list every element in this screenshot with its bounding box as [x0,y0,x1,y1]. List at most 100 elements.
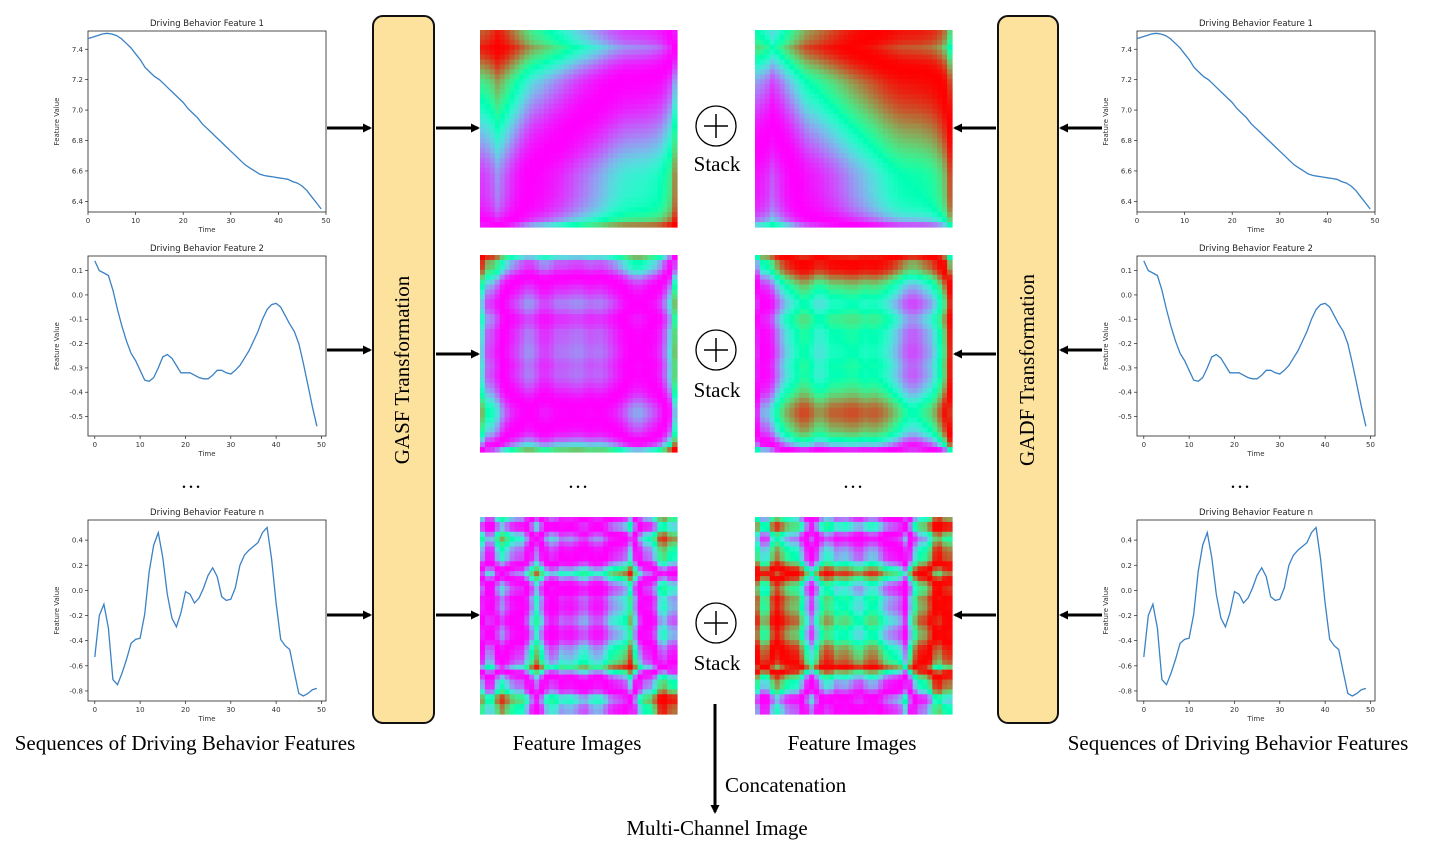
chart-title: Driving Behavior Feature n [1199,508,1313,518]
chart-title: Driving Behavior Feature n [150,508,264,518]
gadf-image-2 [755,255,953,453]
x-tick-label: 40 [274,217,283,225]
x-tick-label: 30 [1275,706,1284,714]
y-tick-label: -0.2 [1118,340,1132,348]
x-tick-label: 10 [136,706,145,714]
x-tick-label: 0 [1135,217,1139,225]
plot-frame [87,519,327,702]
y-tick-label: -0.1 [1118,316,1132,324]
x-axis-label: Time [1246,715,1264,723]
y-tick-label: 6.6 [1121,167,1133,175]
x-tick-label: 10 [131,217,140,225]
y-tick-label: 0.0 [72,587,83,595]
y-tick-label: 0.0 [72,291,83,299]
chart-title: Driving Behavior Feature 2 [150,244,264,254]
x-tick-label: 30 [1275,441,1284,449]
line-chart-left-2: Driving Behavior Feature 2 0 10 20 30 40 50 -0.… [53,244,327,458]
x-tick-label: 0 [1142,441,1146,449]
y-axis-label: Feature Value [1102,322,1110,370]
x-tick-label: 50 [317,706,326,714]
x-tick-label: 0 [93,706,97,714]
ellipsis-left-plots: … [181,469,202,493]
x-tick-label: 30 [226,217,235,225]
series-line [1136,32,1371,210]
concatenation-label: Concatenation [725,773,847,797]
y-axis-label: Feature Value [53,587,61,635]
x-tick-label: 20 [179,217,188,225]
x-tick-label: 0 [86,217,90,225]
y-axis-label: Feature Value [53,322,61,370]
chart-title: Driving Behavior Feature 1 [150,19,264,29]
y-tick-label: 0.1 [1121,267,1132,275]
caption-right-images: Feature Images [788,731,917,755]
y-tick-label: -0.8 [69,687,83,695]
y-tick-label: 6.4 [72,198,84,206]
x-tick-label: 10 [1185,441,1194,449]
ellipsis-right-plots: … [1230,469,1251,493]
series-line [94,526,318,697]
y-tick-label: -0.3 [1118,364,1132,372]
y-tick-label: 7.2 [1121,76,1132,84]
y-tick-label: -0.2 [69,612,83,620]
line-chart-right-2: Driving Behavior Feature 2 0 10 20 30 40 50 -0.… [1102,244,1376,458]
y-tick-label: 0.0 [1121,291,1132,299]
gasf-image-2 [480,255,678,453]
x-tick-label: 40 [1321,706,1330,714]
y-axis-label: Feature Value [1102,98,1110,146]
y-axis-label: Feature Value [53,98,61,146]
x-tick-label: 30 [1275,217,1284,225]
chart-title: Driving Behavior Feature 1 [1199,19,1313,29]
gasf-image-1 [480,30,678,228]
x-tick-label: 30 [226,706,235,714]
right-sequence-plots: Driving Behavior Feature 1 0 10 20 30 40 50 6.4… [1102,19,1379,723]
x-tick-label: 50 [1366,441,1375,449]
x-tick-label: 20 [1230,441,1239,449]
y-tick-label: 0.2 [72,562,83,570]
x-tick-label: 10 [1180,217,1189,225]
gadf-image-3 [755,517,953,715]
y-axis-label: Feature Value [1102,587,1110,635]
plot-frame [1136,519,1376,702]
line-chart-right-1: Driving Behavior Feature 1 0 10 20 30 40 50 6.4… [1102,19,1379,234]
y-tick-label: 0.4 [1121,537,1133,545]
plot-frame [1136,255,1376,437]
plot-frame [87,30,327,213]
x-tick-label: 20 [181,441,190,449]
line-chart-right-3: Driving Behavior Feature n 0 10 20 30 40 50 -0.… [1102,508,1376,723]
line-chart-left-1: Driving Behavior Feature 1 0 10 20 30 40 50 6.4… [53,19,330,234]
y-tick-label: 6.8 [1121,137,1132,145]
ellipsis-gadf-images: … [843,469,864,493]
y-tick-label: -0.2 [1118,612,1132,620]
left-sequence-plots: Driving Behavior Feature 1 0 10 20 30 40 50 6.4… [53,19,330,723]
feature-images [480,30,953,715]
x-tick-label: 40 [1321,441,1330,449]
y-tick-label: -0.5 [69,413,83,421]
stack-label: Stack [694,378,741,402]
ellipsis-gasf-images: … [568,469,589,493]
y-tick-label: 6.4 [1121,198,1133,206]
stack-operator-1: Stack [694,105,741,176]
x-tick-label: 50 [317,441,326,449]
x-tick-label: 40 [272,706,281,714]
y-tick-label: -0.8 [1118,687,1132,695]
y-tick-label: -0.3 [69,364,83,372]
gadf-image-1 [755,30,953,228]
x-tick-label: 50 [322,217,331,225]
y-tick-label: -0.1 [69,316,83,324]
y-tick-label: -0.4 [1118,389,1132,397]
plot-frame [1136,30,1376,213]
stack-operator-2: Stack [694,329,741,402]
y-tick-label: 0.0 [1121,587,1132,595]
line-chart-left-3: Driving Behavior Feature n 0 10 20 30 40 50 -0.… [53,508,327,723]
y-tick-label: 7.4 [1121,46,1133,54]
series-line [94,260,318,427]
y-tick-label: 7.0 [72,107,83,115]
y-tick-label: -0.4 [1118,637,1132,645]
y-tick-label: -0.4 [69,389,83,397]
y-tick-label: -0.6 [1118,662,1132,670]
x-tick-label: 20 [1230,706,1239,714]
gasf-transformation-label: GASF Transformation [390,275,414,464]
gadf-transformation-box: GADF Transformation [997,15,1059,724]
series-line [87,32,322,210]
